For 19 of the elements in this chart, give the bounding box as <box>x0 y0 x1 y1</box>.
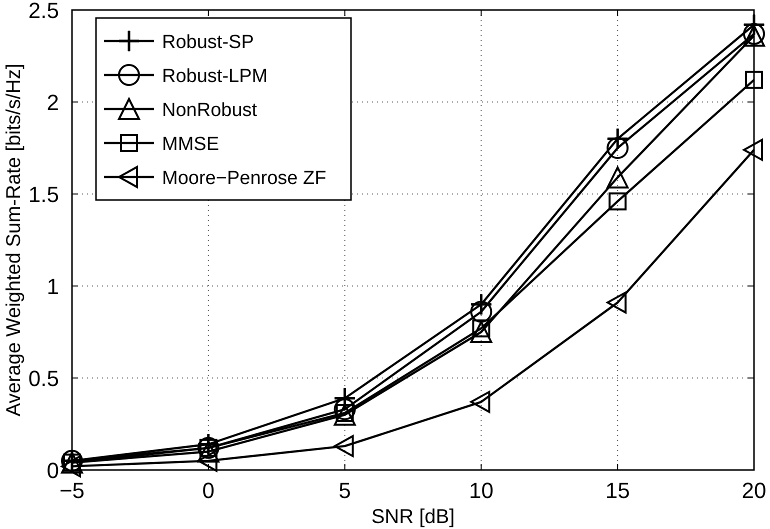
y-tick-label: 2 <box>46 90 59 115</box>
legend-label: Robust-SP <box>162 32 254 53</box>
legend-label: Robust-LPM <box>162 66 268 87</box>
x-tick-label: 5 <box>338 478 351 503</box>
y-tick-label: 0.5 <box>28 366 59 391</box>
x-tick-label: 10 <box>468 478 494 503</box>
x-tick-label: −5 <box>59 478 85 503</box>
legend-label: MMSE <box>162 134 219 155</box>
x-axis-title: SNR [dB] <box>371 506 455 528</box>
y-axis-title: Average Weighted Sum-Rate [bits/s/Hz] <box>3 64 25 416</box>
x-tick-label: 15 <box>605 478 630 503</box>
x-tick-label: 0 <box>202 478 215 503</box>
legend-label: Moore−Penrose ZF <box>162 168 326 189</box>
y-tick-label: 1 <box>46 274 59 299</box>
legend-label: NonRobust <box>162 100 258 121</box>
x-tick-label: 20 <box>742 478 766 503</box>
y-tick-label: 0 <box>46 458 59 483</box>
y-tick-label: 1.5 <box>28 182 59 207</box>
y-tick-label: 2.5 <box>28 0 59 23</box>
